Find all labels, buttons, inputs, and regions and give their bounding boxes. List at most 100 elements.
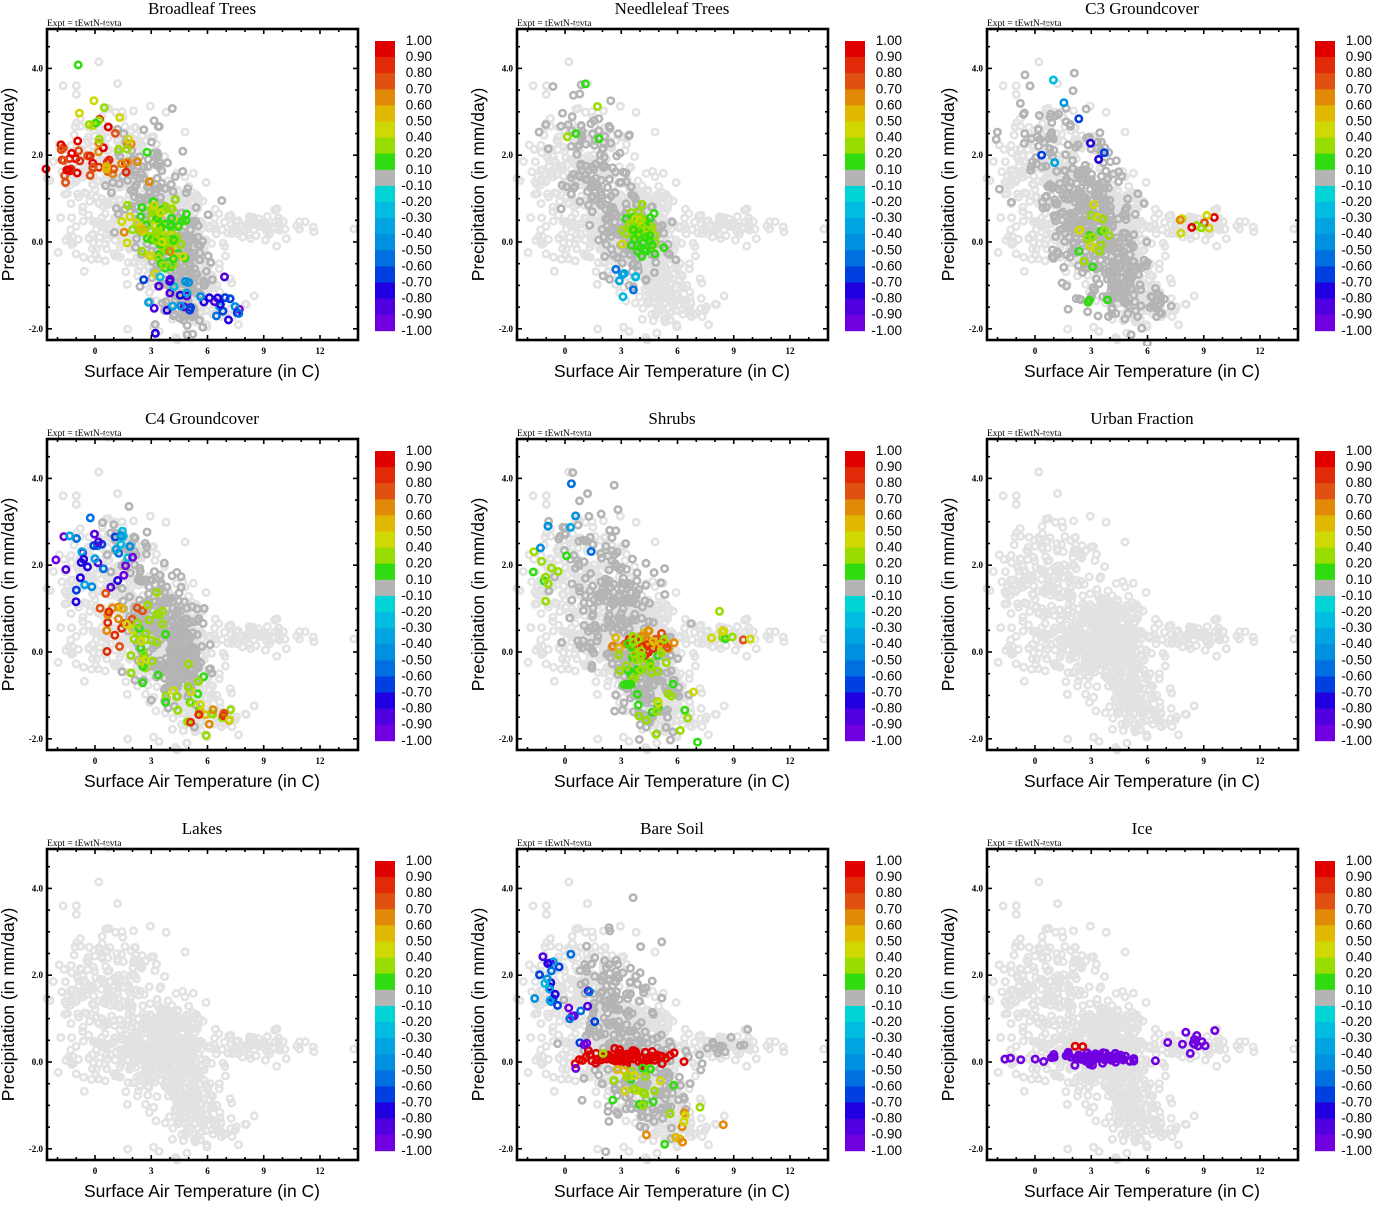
colorbar-label: 0.40 xyxy=(406,130,432,145)
colorbar-swatch xyxy=(845,89,865,106)
base-point xyxy=(1008,215,1014,221)
colorbar-label: -0.60 xyxy=(1341,258,1372,273)
colorbar-label: -0.70 xyxy=(1341,275,1372,290)
data-point xyxy=(1095,156,1101,162)
y-tick-label: 4.0 xyxy=(972,63,984,73)
neutral-point xyxy=(137,283,143,289)
base-point xyxy=(117,197,123,203)
data-point xyxy=(69,150,75,156)
colorbar-swatch xyxy=(375,105,395,122)
colorbar-swatch xyxy=(845,283,865,300)
base-point xyxy=(699,313,705,319)
base-point xyxy=(130,108,136,114)
colorbar-swatch xyxy=(375,73,395,90)
data-point xyxy=(75,62,81,68)
neutral-point xyxy=(148,139,154,145)
neutral-point xyxy=(154,175,160,181)
points-layer xyxy=(984,24,1297,356)
base-point xyxy=(203,179,209,185)
base-point xyxy=(264,213,270,219)
neutral-point xyxy=(596,237,602,243)
base-point xyxy=(651,300,657,306)
colorbar-swatch xyxy=(845,202,865,219)
base-point xyxy=(73,223,79,229)
base-point xyxy=(821,226,827,232)
base-point xyxy=(566,200,572,206)
neutral-point xyxy=(550,83,556,89)
base-point xyxy=(102,241,108,247)
base-point xyxy=(55,249,61,255)
x-tick-label: 0 xyxy=(563,346,568,356)
data-point xyxy=(1061,100,1067,106)
base-point xyxy=(1058,131,1064,137)
base-point xyxy=(229,280,235,286)
y-tick-label: -2.0 xyxy=(499,324,514,334)
neutral-point xyxy=(577,91,583,97)
colorbar-swatch xyxy=(1315,202,1335,219)
colorbar-label: 0.70 xyxy=(406,81,432,96)
colorbar-label: 0.50 xyxy=(1346,114,1372,129)
colorbar-label: 0.70 xyxy=(876,81,902,96)
base-point xyxy=(1143,179,1149,185)
base-point xyxy=(572,258,578,264)
base-point xyxy=(1122,129,1128,135)
colorbar: 1.000.900.800.700.600.500.400.200.10-0.1… xyxy=(845,33,902,338)
neutral-point xyxy=(1022,72,1028,78)
colorbar-label: 0.50 xyxy=(406,114,432,129)
base-point xyxy=(262,237,268,243)
neutral-point xyxy=(608,98,614,104)
base-point xyxy=(1020,218,1026,224)
base-point xyxy=(1042,258,1048,264)
colorbar-label: 0.60 xyxy=(406,97,432,112)
panel-title: C4 Groundcover xyxy=(145,409,259,428)
data-point xyxy=(91,98,97,104)
neutral-point xyxy=(1017,100,1023,106)
colorbar-label: 1.00 xyxy=(1346,33,1372,48)
base-point xyxy=(551,268,557,274)
x-tick-label: 6 xyxy=(1145,346,1150,356)
panel-title: Broadleaf Trees xyxy=(148,0,256,18)
neutral-point xyxy=(205,253,211,259)
base-point xyxy=(686,261,692,267)
base-point xyxy=(643,170,649,176)
base-point xyxy=(1130,170,1136,176)
colorbar-label: -0.60 xyxy=(871,258,902,273)
neutral-point xyxy=(151,118,157,124)
base-point xyxy=(652,129,658,135)
base-point xyxy=(125,736,131,742)
base-point xyxy=(1042,241,1048,247)
colorbar-swatch xyxy=(845,299,865,316)
panel-title: Needleleaf Trees xyxy=(615,0,730,18)
neutral-point xyxy=(626,132,632,138)
y-tick-label: 0.0 xyxy=(32,237,44,247)
base-point xyxy=(1013,91,1019,97)
neutral-point xyxy=(994,129,1000,135)
base-point xyxy=(216,211,222,217)
y-axis-label: Precipitation (in mm/day) xyxy=(468,88,488,282)
base-point xyxy=(673,179,679,185)
base-point xyxy=(656,183,662,189)
colorbar-swatch xyxy=(1315,170,1335,187)
base-point xyxy=(595,326,601,332)
base-point xyxy=(744,243,750,249)
base-point xyxy=(1191,293,1197,299)
colorbar-swatch xyxy=(845,250,865,266)
neutral-point xyxy=(1084,309,1090,315)
base-point xyxy=(1033,193,1039,199)
base-point xyxy=(1115,187,1121,193)
base-point xyxy=(1021,268,1027,274)
data-point xyxy=(1076,116,1082,122)
y-tick-label: 0.0 xyxy=(972,237,984,247)
neutral-point xyxy=(536,129,542,135)
colorbar-label: -0.90 xyxy=(871,307,902,322)
colorbar-label: 1.00 xyxy=(406,33,432,48)
neutral-point xyxy=(1065,306,1071,312)
y-tick-label: -2.0 xyxy=(969,324,984,334)
colorbar-label: -0.70 xyxy=(871,275,902,290)
base-point xyxy=(1065,326,1071,332)
y-axis-label: Precipitation (in mm/day) xyxy=(0,88,18,282)
colorbar-swatch xyxy=(375,234,395,251)
